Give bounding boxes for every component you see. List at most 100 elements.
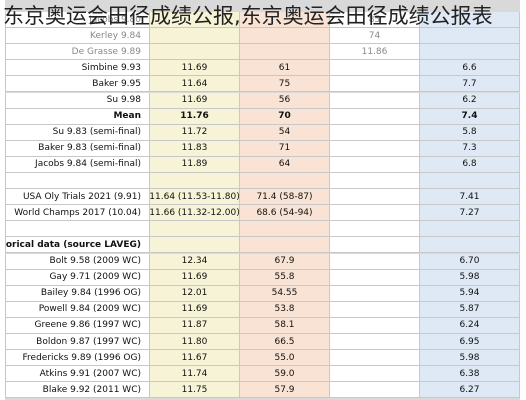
table-cell — [150, 237, 240, 254]
table-cell: 67.9 — [240, 253, 330, 270]
row-label: De Grasse 9.89 — [5, 44, 150, 61]
table-cell — [330, 366, 420, 383]
table-cell — [330, 189, 420, 206]
row-label: Bolt 9.58 (2009 WC) — [5, 253, 150, 270]
table-cell — [330, 173, 420, 190]
results-table: Jacobs 9.80 85 Kerley 9.84 74 De Grasse 9.89… — [5, 0, 520, 400]
table-cell: 11.83 — [150, 140, 240, 157]
table-cell — [330, 269, 420, 286]
row-label: Su 9.83 (semi-final) — [5, 124, 150, 141]
table-row: Fredericks 9.89 (1996 OG) 11.67 55.0 5.98 — [5, 350, 520, 367]
table-cell — [330, 60, 420, 77]
table-cell — [330, 382, 420, 399]
table-cell — [150, 12, 240, 29]
table-cell — [330, 285, 420, 302]
table-cell — [150, 44, 240, 61]
table-cell — [240, 221, 330, 238]
row-label: Baker 9.83 (semi-final) — [5, 140, 150, 157]
table-cell: 6.70 — [420, 253, 520, 270]
spacer-row — [5, 221, 520, 238]
table-row: Blake 9.92 (2011 WC) 11.75 57.9 6.27 — [5, 382, 520, 399]
table-cell — [150, 173, 240, 190]
table-cell — [330, 221, 420, 238]
table-row: Atkins 9.91 (2007 WC) 11.74 59.0 6.38 — [5, 366, 520, 383]
table-cell — [330, 253, 420, 270]
table-cell — [330, 317, 420, 334]
table-cell: 12.34 — [150, 253, 240, 270]
table-cell: 6.95 — [420, 334, 520, 351]
row-label: Mean — [5, 108, 150, 125]
table-cell: 7.7 — [420, 76, 520, 93]
table-cell — [330, 156, 420, 173]
table-cell — [330, 92, 420, 109]
table-cell: 11.75 — [150, 382, 240, 399]
table-cell: 5.87 — [420, 301, 520, 318]
table-row: Boldon 9.87 (1997 WC) 11.80 66.5 6.95 — [5, 334, 520, 351]
table-cell: 5.98 — [420, 269, 520, 286]
table-cell: 74 — [330, 28, 420, 45]
table-cell — [420, 173, 520, 190]
row-label — [5, 221, 150, 238]
row-label: Atkins 9.91 (2007 WC) — [5, 366, 150, 383]
table-cell: 64 — [240, 156, 330, 173]
table-row: Jacobs 9.80 85 — [5, 12, 520, 29]
table-cell: 55.0 — [240, 350, 330, 367]
table-cell: 11.64 — [150, 76, 240, 93]
table-cell: 11.69 — [150, 269, 240, 286]
row-label: Kerley 9.84 — [5, 28, 150, 45]
table-cell — [150, 28, 240, 45]
table-cell: 11.69 — [150, 92, 240, 109]
table-cell — [330, 140, 420, 157]
table-cell: 11.86 — [330, 44, 420, 61]
row-label: Gay 9.71 (2009 WC) — [5, 269, 150, 286]
table-cell: 11.67 — [150, 350, 240, 367]
table-cell: 6.38 — [420, 366, 520, 383]
table-row: World Champs 2017 (10.04) 11.66 (11.32-12… — [5, 205, 520, 222]
table-cell: 11.80 — [150, 334, 240, 351]
table-cell: 71 — [240, 140, 330, 157]
table-cell: 7.4 — [420, 108, 520, 125]
table-row: Baker 9.83 (semi-final) 11.83 71 7.3 — [5, 140, 520, 157]
table-cell: 68.6 (54-94) — [240, 205, 330, 222]
row-label: Boldon 9.87 (1997 WC) — [5, 334, 150, 351]
table-cell — [330, 205, 420, 222]
table-cell: 7.27 — [420, 205, 520, 222]
table-cell: 55.8 — [240, 269, 330, 286]
table-row: Su 9.98 11.69 56 6.2 — [5, 92, 520, 109]
table-cell — [330, 334, 420, 351]
table-cell — [240, 28, 330, 45]
table-cell: 58.1 — [240, 317, 330, 334]
table-cell: 57.9 — [240, 382, 330, 399]
table-cell: 71.4 (58-87) — [240, 189, 330, 206]
table-row: Su 9.83 (semi-final) 11.72 54 5.8 — [5, 124, 520, 141]
table-cell: 11.87 — [150, 317, 240, 334]
table-cell: 6.6 — [420, 60, 520, 77]
table-cell: 11.69 — [150, 301, 240, 318]
row-label: Greene 9.86 (1997 WC) — [5, 317, 150, 334]
table-cell: 11.69 — [150, 60, 240, 77]
table-cell: 61 — [240, 60, 330, 77]
table-cell: 6.8 — [420, 156, 520, 173]
table-cell: 7.41 — [420, 189, 520, 206]
table-cell: 12.01 — [150, 285, 240, 302]
table-cell — [330, 350, 420, 367]
page-title: 东京奥运会田径成绩公报,东京奥运会田径成绩公报表 — [3, 4, 493, 28]
table-cell: 5.98 — [420, 350, 520, 367]
table-cell — [240, 12, 330, 29]
table-cell: 54 — [240, 124, 330, 141]
row-label: Blake 9.92 (2011 WC) — [5, 382, 150, 399]
row-label — [5, 173, 150, 190]
table-cell — [330, 124, 420, 141]
table-cell: 5.94 — [420, 285, 520, 302]
table-cell — [150, 221, 240, 238]
table-cell: 5.8 — [420, 124, 520, 141]
table-cell: 7.3 — [420, 140, 520, 157]
table-cell: 75 — [240, 76, 330, 93]
table-cell: 11.72 — [150, 124, 240, 141]
row-label: Su 9.98 — [5, 92, 150, 109]
table-cell: 6.2 — [420, 92, 520, 109]
table-row: Greene 9.86 (1997 WC) 11.87 58.1 6.24 — [5, 317, 520, 334]
table-row: Mean 11.76 70 7.4 — [5, 108, 520, 125]
table-cell — [420, 28, 520, 45]
table-cell — [330, 108, 420, 125]
